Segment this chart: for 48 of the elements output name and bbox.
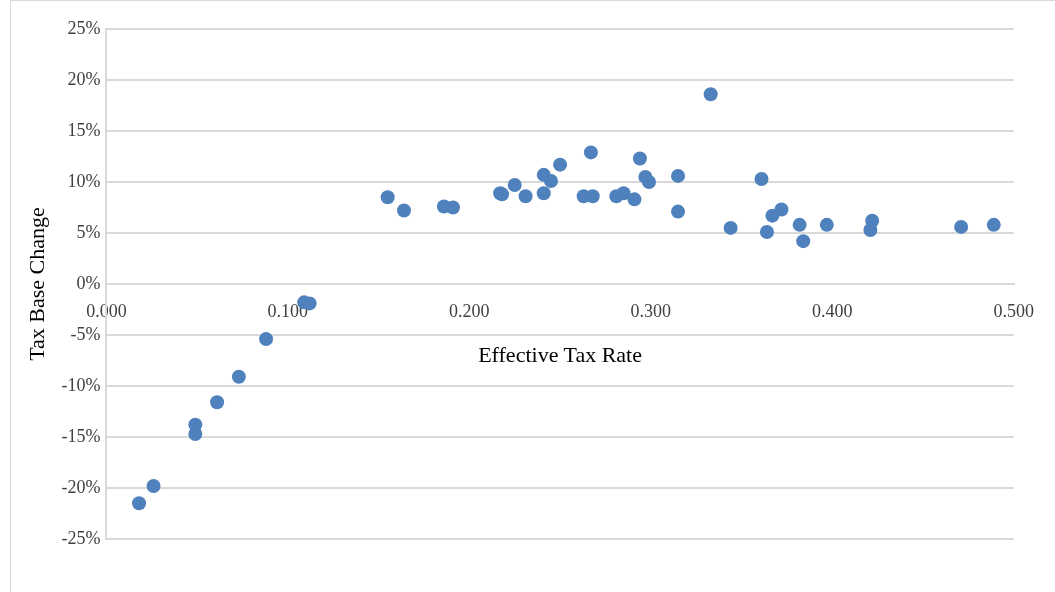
x-tick-label: 0.300 [630, 300, 672, 321]
point [632, 151, 647, 166]
point [446, 200, 460, 215]
point [986, 217, 1001, 232]
y-tick-label: 20% [67, 68, 101, 89]
point [863, 222, 878, 237]
x-tick-label: 0.500 [993, 300, 1034, 321]
point [210, 395, 225, 410]
point [703, 87, 718, 102]
point [518, 189, 533, 204]
point [641, 175, 656, 189]
x-tick-label: 0.200 [449, 300, 490, 321]
point [259, 332, 274, 347]
point [671, 168, 686, 183]
x-axis-title: Effective Tax Rate [478, 341, 642, 367]
point [553, 157, 568, 172]
point [627, 192, 642, 207]
point [754, 171, 769, 186]
point [774, 202, 789, 217]
point [507, 178, 522, 193]
point [544, 173, 558, 188]
y-tick-label: 5% [76, 221, 101, 242]
y-tick-label: 0% [76, 272, 101, 293]
point [792, 217, 807, 232]
point [380, 190, 395, 205]
point [397, 203, 411, 218]
point [796, 234, 811, 249]
point [583, 145, 598, 160]
y-tick-label: -15% [61, 425, 101, 446]
point [759, 224, 774, 239]
point [819, 217, 834, 232]
y-tick-label: 25% [67, 17, 101, 38]
y-tick-label: -20% [61, 476, 101, 497]
y-tick-label: -10% [61, 374, 101, 395]
x-tick-label: 0.400 [812, 300, 853, 321]
point [723, 220, 738, 235]
point [146, 478, 161, 493]
point [536, 186, 551, 201]
point [231, 369, 246, 384]
point [954, 219, 969, 234]
point [671, 204, 686, 219]
y-tick-label: -25% [61, 527, 101, 548]
y-tick-label: 10% [67, 170, 101, 191]
point [616, 186, 631, 201]
point [132, 496, 147, 511]
y-tick-label: 15% [67, 119, 101, 140]
y-axis-title: Tax Base Change [23, 207, 49, 361]
y-tick-label: -5% [70, 323, 101, 344]
